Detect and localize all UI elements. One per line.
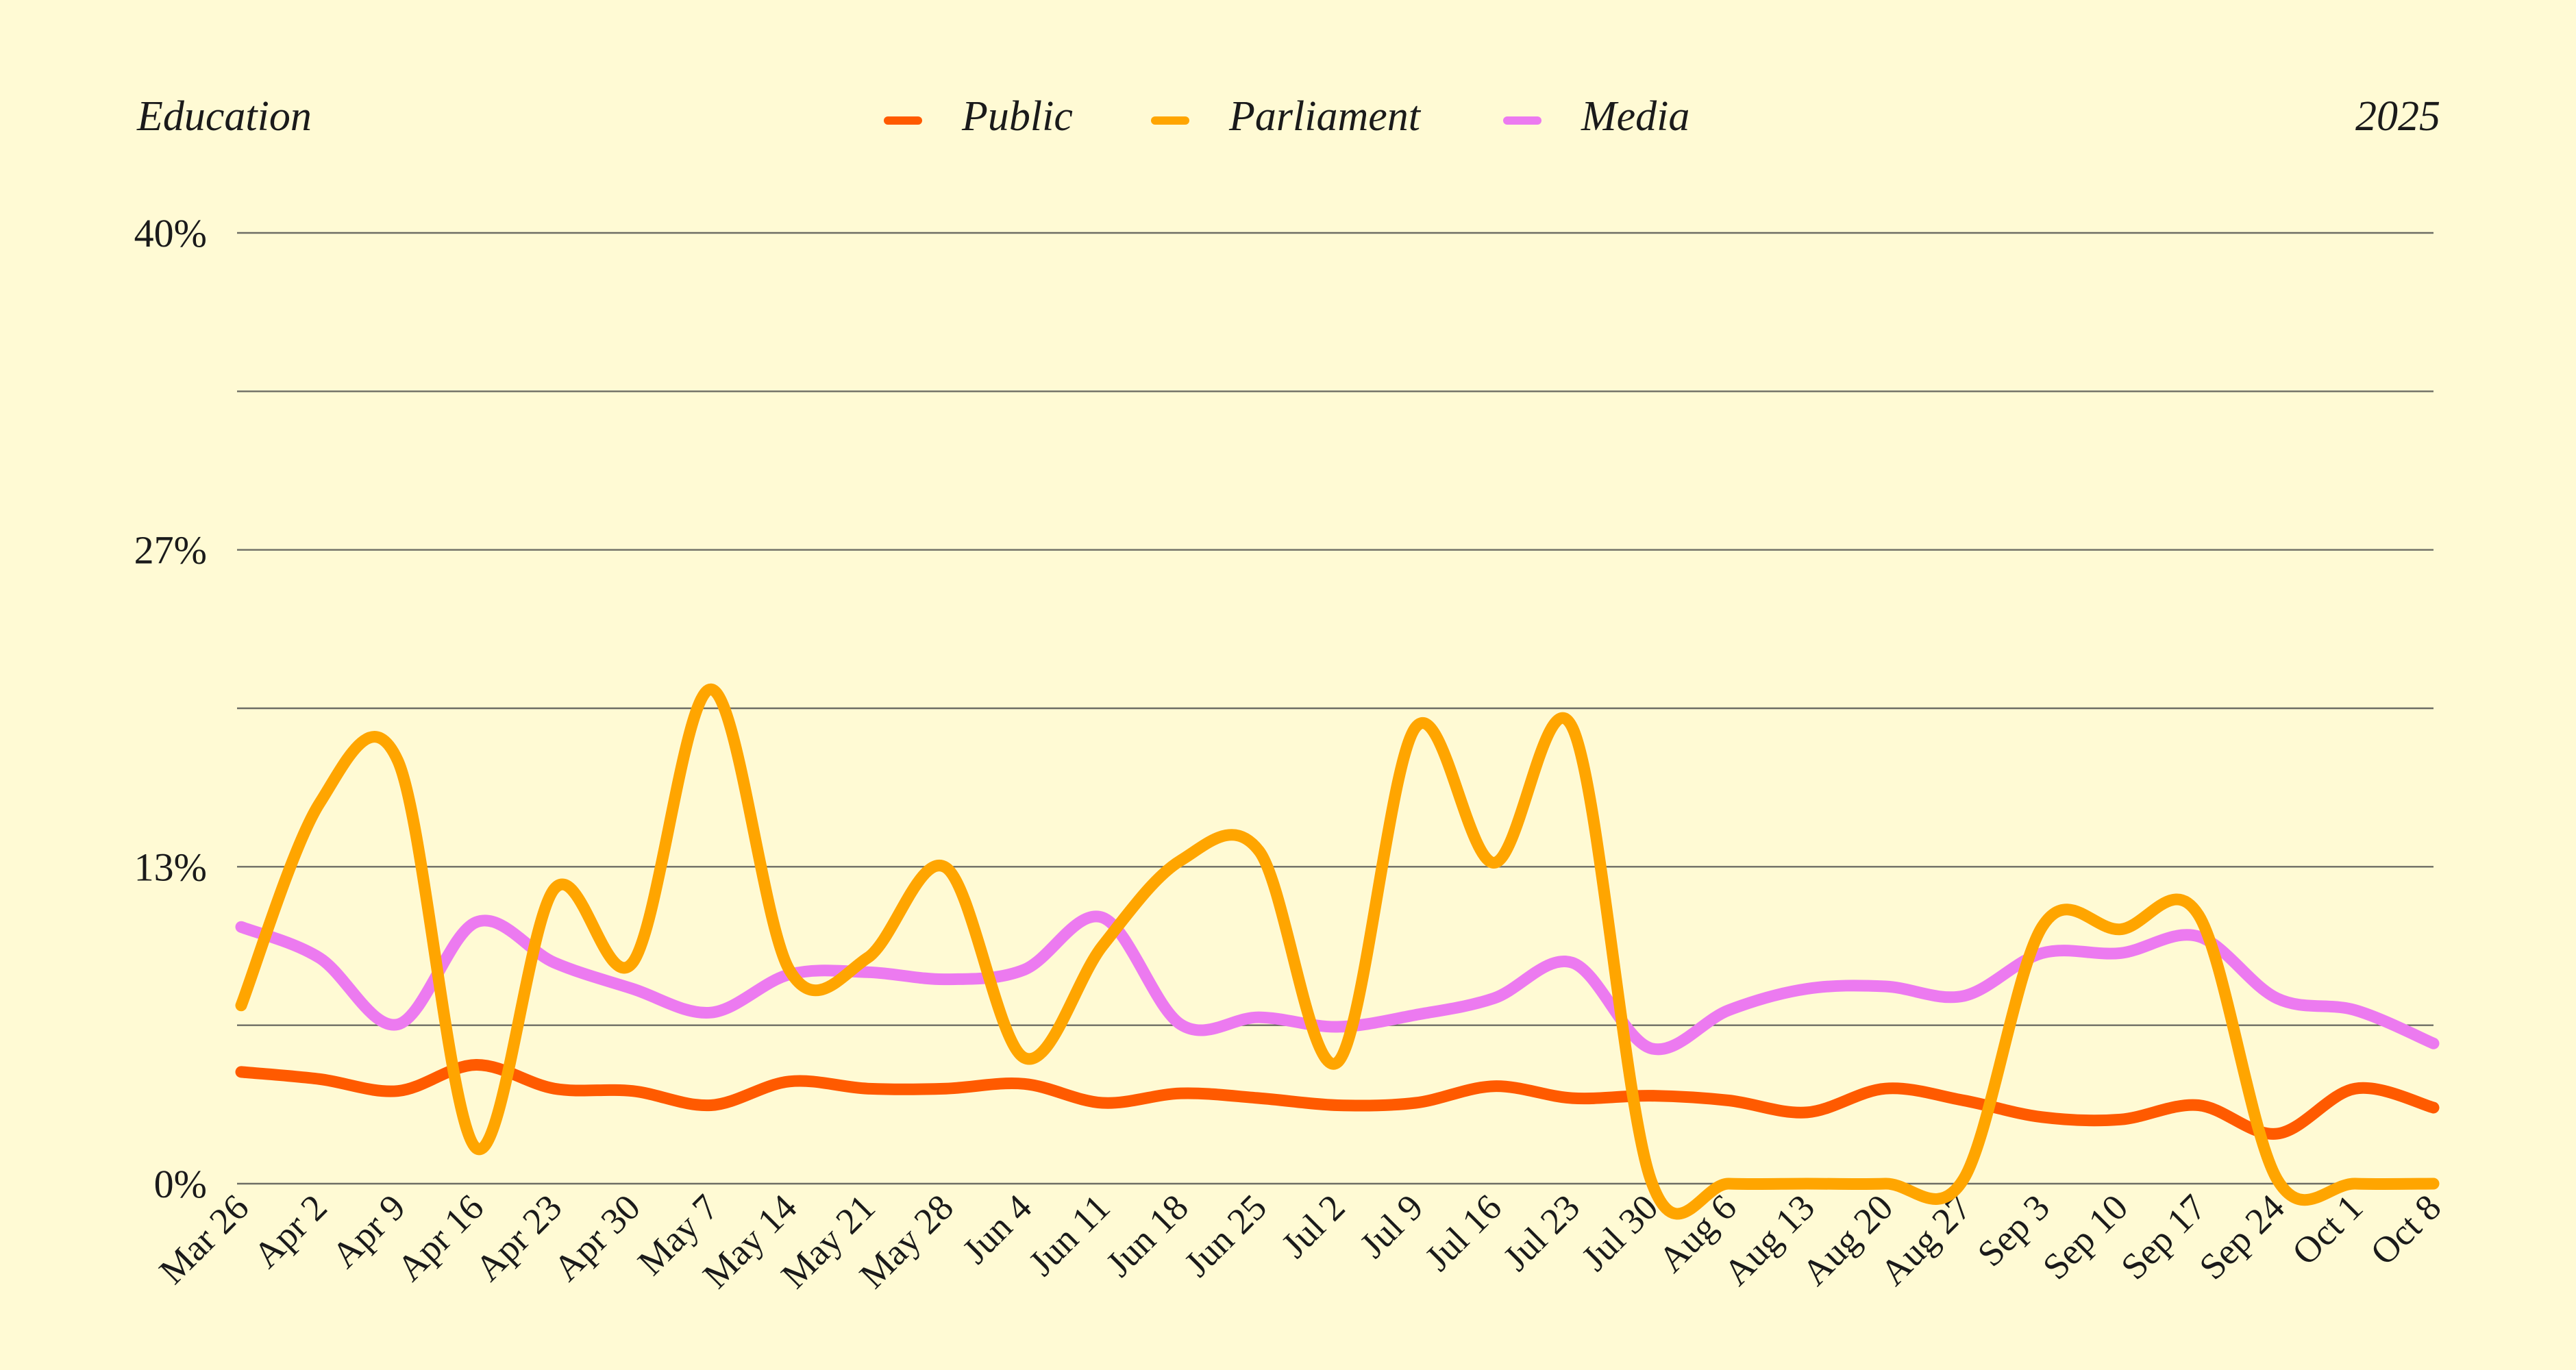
y-tick-label: 27%	[134, 528, 207, 573]
y-tick-label: 13%	[134, 845, 207, 889]
x-tick-label: Sep 17	[2113, 1186, 2214, 1287]
x-tick-label: Jul 23	[1496, 1186, 1588, 1279]
legend-label-parliament: Parliament	[1228, 93, 1422, 140]
legend: Public Parliament Media	[884, 93, 1689, 140]
x-tick-label: Sep 24	[2191, 1186, 2292, 1287]
x-tick-label: Apr 2	[245, 1186, 334, 1275]
x-tick-label: Sep 10	[2035, 1186, 2135, 1287]
x-tick-label: Apr 23	[467, 1186, 570, 1289]
chart-year: 2025	[2355, 93, 2440, 140]
x-tick-label: Jul 16	[1417, 1186, 1509, 1279]
series-line-media	[235, 910, 2440, 1056]
x-tick-label: Jun 18	[1098, 1186, 1196, 1284]
chart-header: Education 2025	[136, 93, 2440, 140]
legend-label-media: Media	[1581, 93, 1689, 140]
chart-title: Education	[136, 93, 312, 140]
y-axis-ticks: 0% 13% 27% 40%	[134, 211, 207, 1206]
x-tick-label: Jul 9	[1352, 1186, 1431, 1266]
y-tick-label: 40%	[134, 211, 207, 256]
x-tick-label: Jul 2	[1274, 1186, 1353, 1266]
x-tick-label: Jun 25	[1176, 1186, 1274, 1284]
y-tick-label: 0%	[154, 1162, 207, 1206]
series-lines	[235, 683, 2440, 1220]
legend-label-public: Public	[961, 93, 1073, 140]
x-tick-label: Apr 30	[545, 1186, 648, 1289]
x-tick-label: Jul 30	[1574, 1186, 1666, 1279]
x-tick-label: Oct 8	[2362, 1186, 2449, 1273]
series-line-public	[235, 1058, 2440, 1140]
series-line-parliament	[235, 683, 2440, 1220]
x-tick-label: Jun 11	[1021, 1186, 1118, 1284]
x-tick-label: Apr 16	[389, 1186, 492, 1289]
gridlines	[237, 232, 2433, 1185]
